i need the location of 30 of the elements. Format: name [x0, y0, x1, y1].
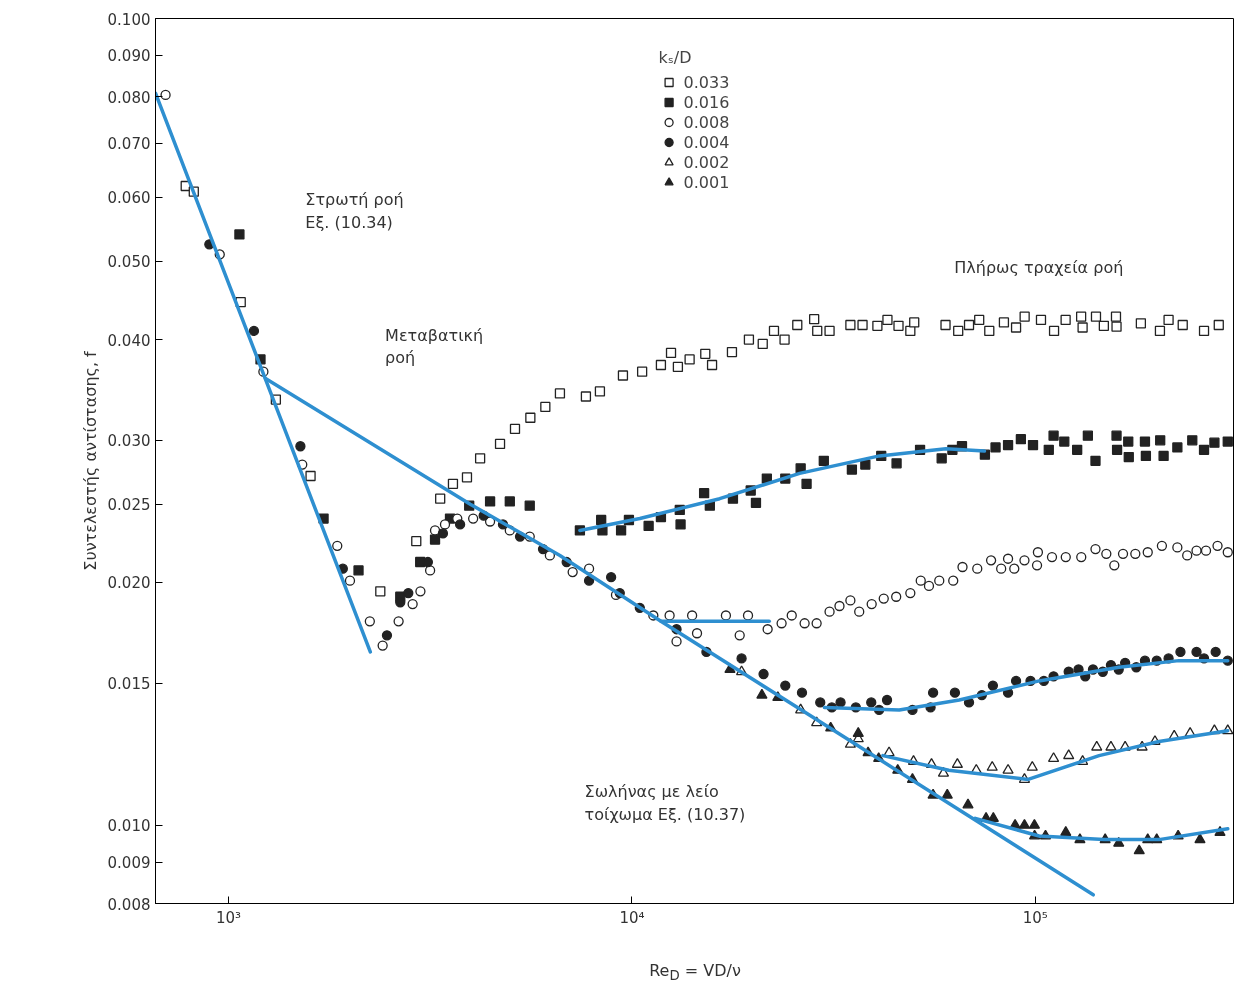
y-tick-label: 0.040: [107, 331, 151, 350]
y-tick-label: 0.010: [107, 817, 151, 836]
y-tick-label: 0.025: [107, 496, 151, 515]
legend-label: 0.004: [683, 132, 730, 152]
y-tick-label: 0.030: [107, 432, 151, 451]
x-axis-title: Re$_{D}$ = VD/ν: [649, 960, 741, 986]
y-tick-label: 0.060: [107, 189, 151, 208]
x-tick-label: 10³: [216, 908, 242, 927]
legend-label: 0.002: [683, 152, 730, 172]
legend-label: 0.016: [683, 92, 730, 112]
y-tick-label: 0.009: [107, 854, 151, 873]
legend-label: 0.008: [683, 112, 730, 132]
x-tick-label: 10⁴: [619, 908, 645, 927]
y-tick-label: 0.070: [107, 135, 151, 154]
annotation: Στρωτή ροή Εξ. (10.34): [305, 190, 404, 232]
y-tick-label: 0.008: [107, 895, 151, 914]
y-tick-label: 0.080: [107, 88, 151, 107]
y-tick-label: 0.015: [107, 675, 151, 694]
legend-title: kₛ/D: [658, 48, 693, 67]
y-tick-label: 0.020: [107, 574, 151, 593]
y-tick-label: 0.100: [107, 10, 151, 29]
legend-label: 0.033: [683, 72, 730, 92]
y-tick-label: 0.050: [107, 253, 151, 272]
annotation: Μεταβατική ροή: [385, 325, 484, 368]
legend-label: 0.001: [683, 172, 730, 192]
x-tick-label: 10⁵: [1022, 908, 1048, 927]
annotation: Σωλήνας με λείο τοίχωμα Εξ. (10.37): [584, 782, 746, 825]
annotation: Πλήρως τραχεία ροή: [954, 258, 1124, 278]
y-tick-label: 0.090: [107, 47, 151, 66]
y-axis-title: Συντελεστής αντίστασης, f: [80, 350, 100, 571]
